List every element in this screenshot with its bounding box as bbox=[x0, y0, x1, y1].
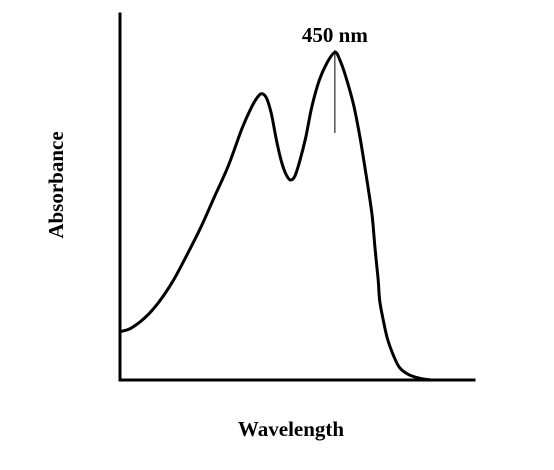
x-axis-label: Wavelength bbox=[238, 417, 344, 441]
y-axis-label: Absorbance bbox=[44, 131, 68, 238]
peak-annotation-label: 450 nm bbox=[302, 23, 368, 47]
absorbance-curve bbox=[118, 50, 433, 382]
